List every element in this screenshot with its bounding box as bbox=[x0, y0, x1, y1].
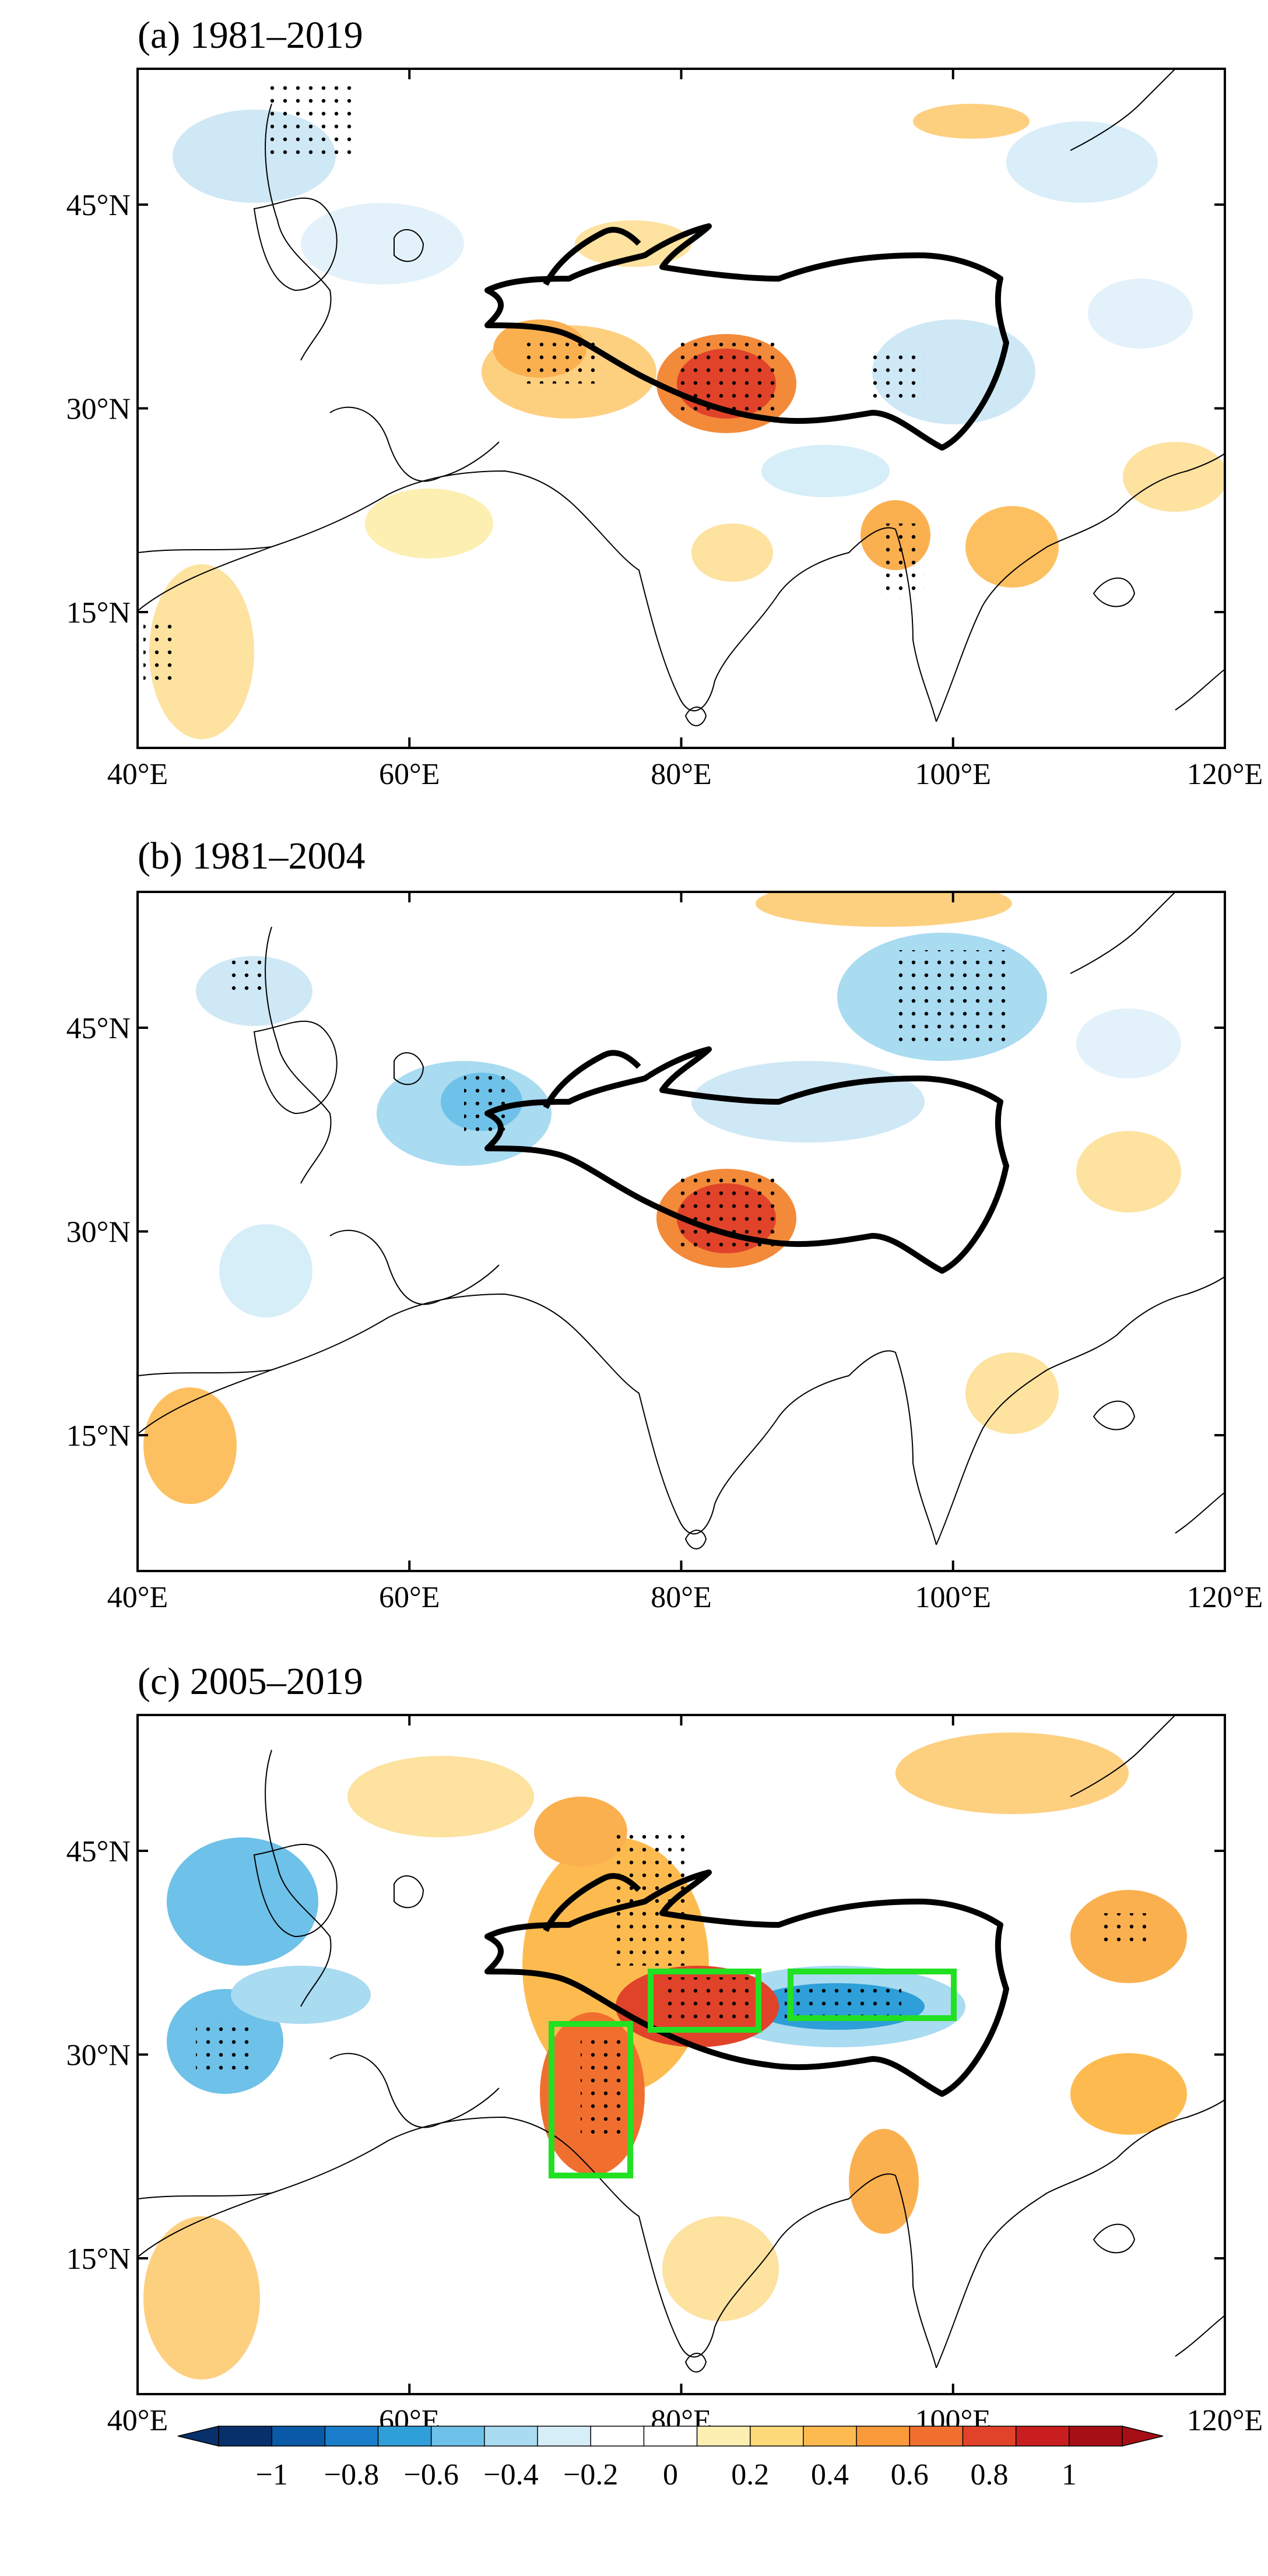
colorbar-swatch bbox=[218, 2426, 273, 2447]
panel-a-xtick-label: 80°E bbox=[651, 758, 712, 791]
panel-b-title: (b) 1981–2004 bbox=[138, 835, 366, 877]
colorbar-label: −1 bbox=[256, 2458, 288, 2491]
colorbar-swatch bbox=[962, 2426, 1017, 2447]
colorbar-swatch bbox=[643, 2426, 698, 2447]
panel-c-title: (c) 2005–2019 bbox=[138, 1660, 363, 1703]
panel-a-ytick-label: 15°N bbox=[66, 596, 131, 630]
panel-b-xtick-label: 60°E bbox=[379, 1581, 440, 1614]
panel-a-stipple-2 bbox=[680, 343, 779, 419]
colorbar-label: 1 bbox=[1062, 2458, 1077, 2491]
panel-c-ytick-label: 30°N bbox=[66, 2039, 131, 2072]
panel-a-xtick-label: 120°E bbox=[1187, 758, 1263, 791]
panel-c-stipple-6 bbox=[1100, 1913, 1146, 1948]
colorbar-label: 0.8 bbox=[971, 2458, 1009, 2491]
panel-b-ytick-label: 45°N bbox=[66, 1012, 131, 1045]
panel-b-xtick-label: 80°E bbox=[651, 1581, 712, 1614]
panel-c-ytick-label: 15°N bbox=[66, 2243, 131, 2276]
panel-a-stipple-1 bbox=[266, 86, 359, 162]
axis-ticks: 40°E 60°E 80°E 100°E 120°E 15°N 30°N 45°N 40°E 60… bbox=[66, 69, 1263, 2437]
panel-c-field bbox=[138, 1715, 1225, 2394]
panel-c-xtick-label: 40°E bbox=[107, 2404, 168, 2437]
colorbar-label: −0.8 bbox=[324, 2458, 379, 2491]
panel-b-xtick-label: 120°E bbox=[1187, 1581, 1263, 1614]
panel-b-xtick-label: 100°E bbox=[915, 1581, 991, 1614]
panel-a-title: (a) 1981–2019 bbox=[138, 14, 363, 57]
panel-c-stipple-2 bbox=[662, 1977, 756, 2036]
colorbar-swatch bbox=[537, 2426, 592, 2447]
panel-c-ytick-label: 45°N bbox=[66, 1835, 131, 1868]
panel-c-box-west bbox=[549, 2021, 633, 2178]
panel-c-map bbox=[138, 1715, 1225, 2394]
colorbar-max-arrow bbox=[1122, 2426, 1164, 2447]
panel-a-map bbox=[138, 69, 1225, 748]
panel-a-xtick-label: 60°E bbox=[379, 758, 440, 791]
panel-c-box-central bbox=[648, 1969, 761, 2033]
colorbar-label: 0.6 bbox=[891, 2458, 929, 2491]
panel-c-xtick-label: 120°E bbox=[1187, 2404, 1263, 2437]
panel-c-box-east bbox=[788, 1969, 957, 2021]
panel-a-stipple-5 bbox=[878, 523, 925, 599]
colorbar-swatch bbox=[430, 2426, 486, 2447]
colorbar-label: −0.4 bbox=[483, 2458, 538, 2491]
panel-b-stipple-3 bbox=[464, 1067, 511, 1137]
colorbar-label: −0.2 bbox=[563, 2458, 618, 2491]
colorbar-swatch bbox=[484, 2426, 539, 2447]
panel-a-stipple-6 bbox=[143, 617, 178, 681]
panel-b-map bbox=[138, 892, 1225, 1571]
panel-b-ytick-label: 30°N bbox=[66, 1216, 131, 1249]
colorbar-swatch bbox=[324, 2426, 379, 2447]
colorbar-label: 0 bbox=[663, 2458, 678, 2491]
panel-a-stipple-4 bbox=[872, 349, 925, 401]
colorbar-label: −0.6 bbox=[404, 2458, 459, 2491]
colorbar-min-arrow bbox=[177, 2426, 219, 2447]
panel-a-xtick-label: 40°E bbox=[107, 758, 168, 791]
panel-a-xtick-label: 100°E bbox=[915, 758, 991, 791]
colorbar-swatch bbox=[856, 2426, 911, 2447]
panel-b-ytick-label: 15°N bbox=[66, 1419, 131, 1453]
colorbar-label: 0.2 bbox=[731, 2458, 769, 2491]
colorbar-swatch bbox=[750, 2426, 805, 2447]
panel-c-stipple-4 bbox=[196, 2018, 254, 2076]
colorbar-swatch bbox=[1069, 2426, 1123, 2447]
colorbar-swatch bbox=[696, 2426, 751, 2447]
colorbar-swatch bbox=[803, 2426, 858, 2447]
panel-b-xtick-label: 40°E bbox=[107, 1581, 168, 1614]
colorbar-swatch bbox=[271, 2426, 326, 2447]
colorbar-label: 0.4 bbox=[811, 2458, 849, 2491]
colorbar-swatch bbox=[590, 2426, 645, 2447]
colorbar: −1 −0.8 −0.6 −0.4 −0.2 0 0.2 0.4 0.6 0.8 1 bbox=[177, 2426, 1164, 2491]
panel-b-stipple-1 bbox=[895, 950, 1012, 1043]
colorbar-swatch bbox=[1015, 2426, 1070, 2447]
colorbar-swatch bbox=[909, 2426, 964, 2447]
panel-b-stipple-4 bbox=[231, 956, 266, 991]
panel-a-ytick-label: 45°N bbox=[66, 189, 131, 222]
colorbar-swatch bbox=[377, 2426, 432, 2447]
panel-a-ytick-label: 30°N bbox=[66, 393, 131, 426]
